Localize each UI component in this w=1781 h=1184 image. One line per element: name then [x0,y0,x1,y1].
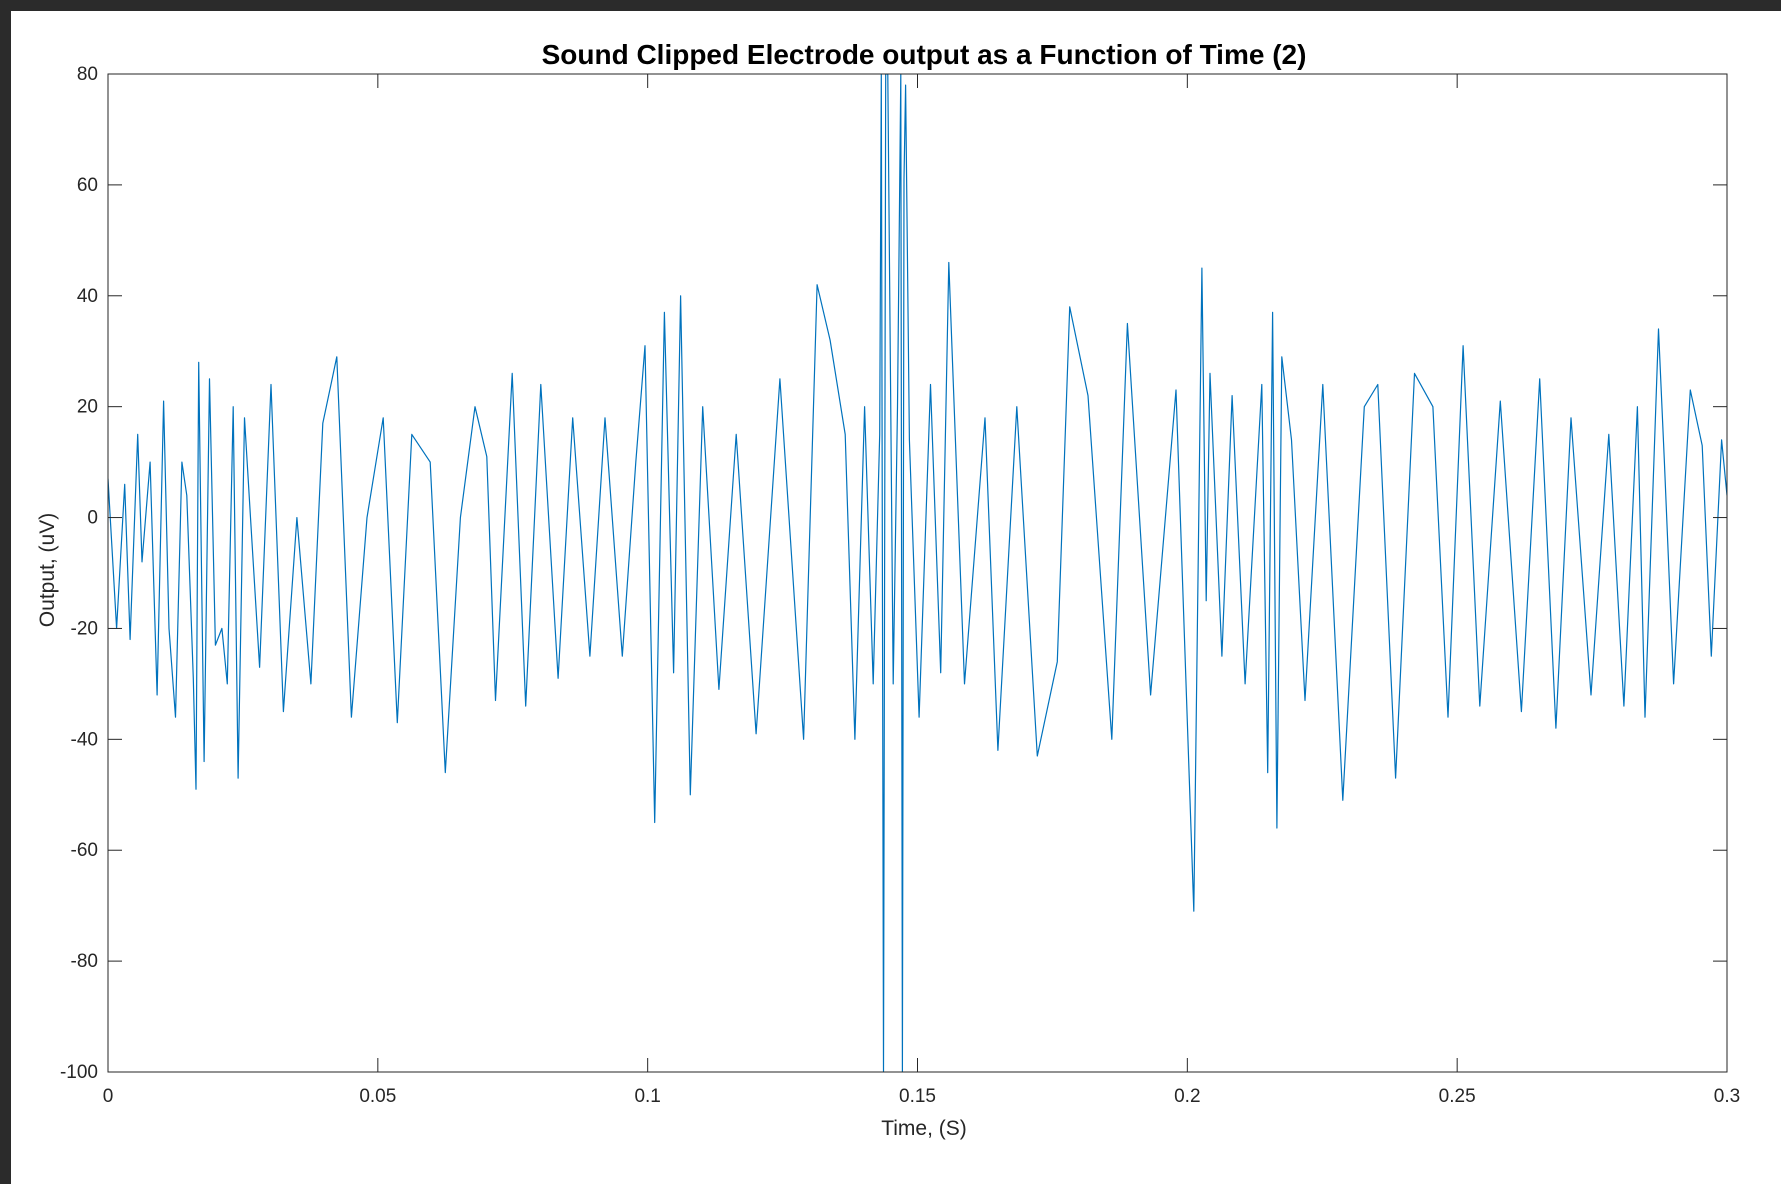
y-tick-label: 80 [77,64,98,85]
x-tick-label: 0.1 [634,1086,660,1107]
y-tick-label: -40 [71,729,98,750]
line-chart: Sound Clipped Electrode output as a Func… [36,39,1740,1140]
x-tick-label: 0.2 [1174,1086,1200,1107]
y-tick-label: 20 [77,397,98,418]
axes-box [107,73,1728,1073]
y-tick-label: 0 [87,508,98,529]
y-axis-label: Output, (uV) [36,513,59,627]
plot-area: 0 0.05 0.1 0.15 0.2 0.25 0.3 80 60 40 20 0 -20 -40 -60… [60,64,1740,1107]
y-tick-label: -100 [60,1062,98,1083]
y-tick-label: -60 [71,840,98,861]
x-tick-label: 0.05 [359,1086,396,1107]
x-axis-label: Time, (S) [881,1117,967,1140]
figure-canvas: Sound Clipped Electrode output as a Func… [11,11,1781,1184]
y-tick-label: -80 [71,951,98,972]
chart-title: Sound Clipped Electrode output as a Func… [542,39,1307,70]
series-line-1 [108,74,1727,1072]
y-tick-label: -20 [71,618,98,639]
x-tick-label: 0.25 [1439,1086,1476,1107]
x-tick-label: 0 [103,1086,114,1107]
y-tick-label: 60 [77,175,98,196]
y-tick-label: 40 [77,286,98,307]
x-tick-label: 0.15 [899,1086,936,1107]
x-tick-label: 0.3 [1714,1086,1740,1107]
